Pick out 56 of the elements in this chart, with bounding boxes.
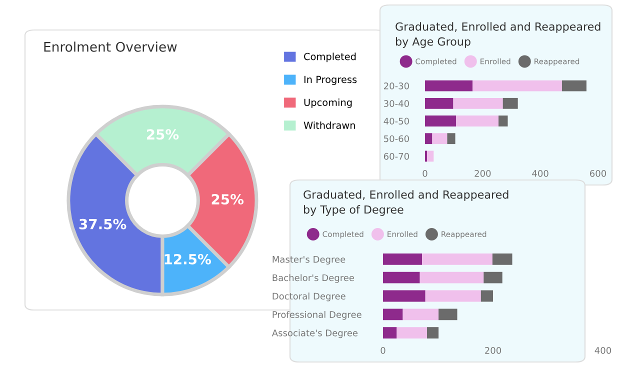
bar — [498, 116, 508, 126]
data-label: 12.5% — [164, 254, 211, 264]
bar — [432, 133, 448, 144]
y-tick-label: 40-50 — [384, 118, 409, 125]
legend-label: Completed — [304, 52, 356, 62]
y-tick-label: 60-70 — [384, 152, 409, 160]
bar — [427, 327, 439, 339]
bar — [383, 272, 420, 284]
x-tick-label: 400 — [532, 170, 548, 177]
bar — [472, 80, 562, 92]
bar — [383, 253, 422, 265]
legend-label: Upcoming — [304, 98, 352, 108]
bar — [562, 80, 586, 92]
x-tick-label: 600 — [590, 170, 606, 177]
bar — [425, 290, 481, 302]
bar — [484, 272, 502, 284]
bar — [456, 116, 499, 126]
y-tick-label: Master's Degree — [272, 256, 346, 265]
x-tick-label: 200 — [485, 347, 502, 354]
bar — [383, 290, 426, 302]
bar — [427, 150, 434, 162]
y-tick-label: 20-30 — [384, 82, 409, 90]
bar — [383, 327, 397, 339]
bar — [420, 272, 484, 284]
bar — [425, 133, 432, 144]
bar — [492, 253, 512, 265]
chart-title: Graduated, Enrolled and Reappeared by Type of Degree — [304, 190, 508, 216]
data-label: 25% — [146, 129, 179, 140]
legend-label: Withdrawn — [304, 121, 355, 129]
y-tick-label: Professional Degree — [272, 310, 362, 320]
bar — [383, 308, 403, 320]
x-tick-label: 200 — [474, 170, 491, 177]
bar — [453, 98, 503, 109]
x-tick-label: 400 — [594, 347, 612, 354]
chart-title: Graduated, Enrolled and Reappeared by Age Group — [396, 22, 600, 48]
bar — [396, 327, 427, 339]
bar — [502, 98, 518, 109]
x-tick-label: 0 — [380, 347, 386, 354]
chart-title: Enrolment Overview — [44, 42, 177, 52]
bar — [425, 80, 473, 92]
data-label: 25% — [212, 194, 244, 205]
y-tick-label: 50-60 — [384, 135, 409, 142]
y-tick-label: 30-40 — [384, 100, 409, 107]
bar — [447, 133, 456, 144]
y-tick-label: Bachelor's Degree — [272, 274, 354, 283]
bar — [425, 98, 454, 109]
bar — [480, 290, 493, 302]
bar — [438, 308, 458, 320]
bar — [422, 253, 492, 265]
x-tick-label: 0 — [422, 170, 428, 177]
y-tick-label: Associate's Degree — [272, 329, 358, 338]
data-label: 37.5% — [79, 218, 126, 230]
bar — [402, 308, 439, 320]
y-tick-label: Doctoral Degree — [272, 292, 346, 302]
bar — [425, 116, 456, 126]
legend-label: In Progress — [304, 76, 357, 86]
